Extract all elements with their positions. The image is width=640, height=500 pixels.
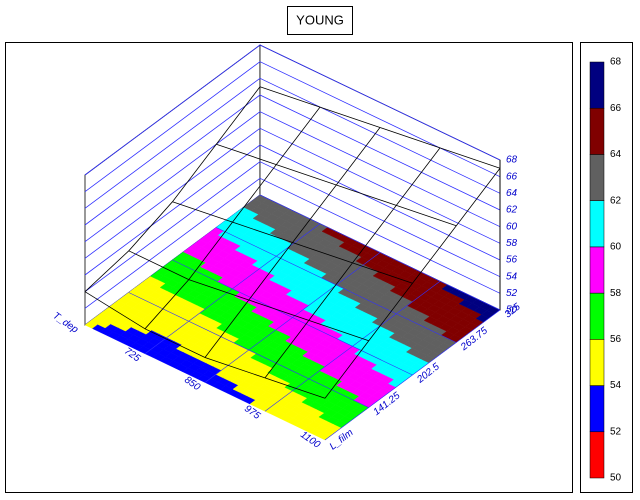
colorbar-swatch xyxy=(589,385,605,433)
z-grid-line xyxy=(84,77,501,209)
surface-wire xyxy=(259,86,501,169)
z-tick-label: 52 xyxy=(506,288,518,299)
plot-frame xyxy=(5,42,573,493)
colorbar-frame xyxy=(580,42,633,493)
z-tick-label: 68 xyxy=(506,155,518,166)
z-tick-label: 60 xyxy=(506,221,518,232)
colorbar-label: 60 xyxy=(610,242,622,253)
z-tick-label: 66 xyxy=(506,171,518,182)
surface-wire xyxy=(172,201,413,284)
chart-title: YOUNG xyxy=(296,12,344,27)
colorbar-label: 66 xyxy=(610,103,622,114)
z-grid-line xyxy=(84,94,501,226)
surface-wire xyxy=(128,250,369,342)
title-box xyxy=(287,6,353,35)
colorbar-swatch xyxy=(589,339,605,386)
colorbar-swatch xyxy=(589,154,605,201)
y-grid-line xyxy=(172,259,413,376)
y-grid-line xyxy=(128,292,369,408)
z-tick-label: 50 xyxy=(506,305,518,316)
z-grid-line xyxy=(84,44,501,176)
z-tick-label: 54 xyxy=(506,271,518,282)
colorbar-swatch xyxy=(589,431,605,479)
plot-layer: 505254565860626466687258509751100141.252… xyxy=(51,44,523,452)
colorbar-label: 58 xyxy=(610,288,622,299)
colorbar-swatch xyxy=(589,292,605,340)
surface-wire xyxy=(216,143,457,227)
y-grid-line xyxy=(216,227,457,343)
colorbar-label: 52 xyxy=(610,426,622,437)
z-tick-label: 64 xyxy=(506,188,518,199)
z-grid-line xyxy=(84,127,501,259)
z-tick-label: 58 xyxy=(506,238,518,249)
z-grid-line xyxy=(84,177,501,309)
z-grid-line xyxy=(84,61,501,193)
colorbar-label: 50 xyxy=(610,473,622,484)
z-tick-label: 56 xyxy=(506,255,518,266)
colorbar-label: 62 xyxy=(610,195,622,206)
colorbar-label: 64 xyxy=(610,149,622,160)
colorbar-label: 56 xyxy=(610,334,622,345)
colorbar-swatch xyxy=(589,200,605,248)
colorbar-swatch xyxy=(589,107,605,155)
colorbar-swatch xyxy=(589,246,605,294)
z-tick-label: 62 xyxy=(506,205,518,216)
colorbar-swatch xyxy=(589,61,605,109)
z-grid-line xyxy=(84,144,501,276)
surface-wire xyxy=(84,291,326,399)
y-grid-line xyxy=(259,194,501,311)
z-grid-line xyxy=(84,161,501,293)
colorbar-label: 68 xyxy=(610,57,622,68)
colorbar-label: 54 xyxy=(610,380,622,391)
z-grid-line xyxy=(84,111,501,243)
